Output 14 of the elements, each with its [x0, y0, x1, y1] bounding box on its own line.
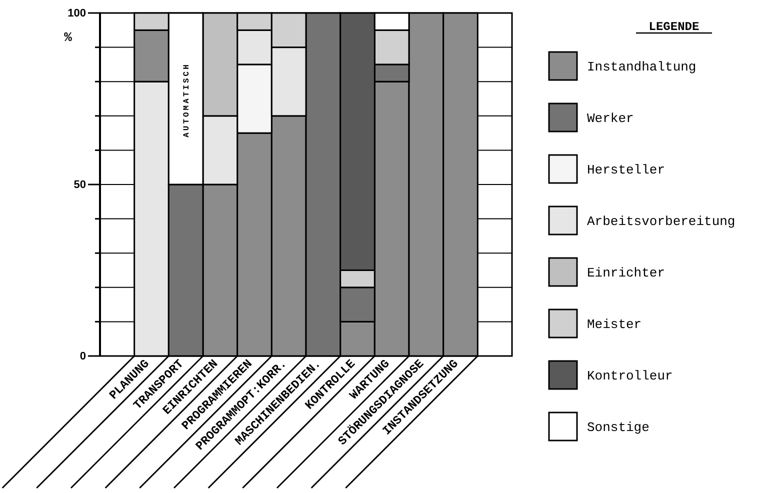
y-axis-title: % — [64, 30, 72, 45]
legend-label: Kontrolleur — [587, 368, 673, 384]
legend-label: Werker — [587, 111, 634, 126]
legend-label: Arbeitsvorbereitung — [587, 214, 736, 230]
annotation: AUTOMATISCH — [182, 62, 192, 138]
legend-label: Hersteller — [587, 162, 666, 178]
legend-label: Meister — [587, 317, 642, 332]
y-tick-label: 0 — [80, 350, 86, 363]
y-tick-label: 50 — [74, 179, 86, 192]
legend-label: Instandhaltung — [587, 60, 696, 75]
legend-title: LEGENDE — [648, 20, 700, 34]
legend-label: Sonstige — [587, 420, 650, 436]
y-tick-label: 100 — [68, 8, 86, 20]
legend-label: Einrichter — [587, 266, 666, 281]
